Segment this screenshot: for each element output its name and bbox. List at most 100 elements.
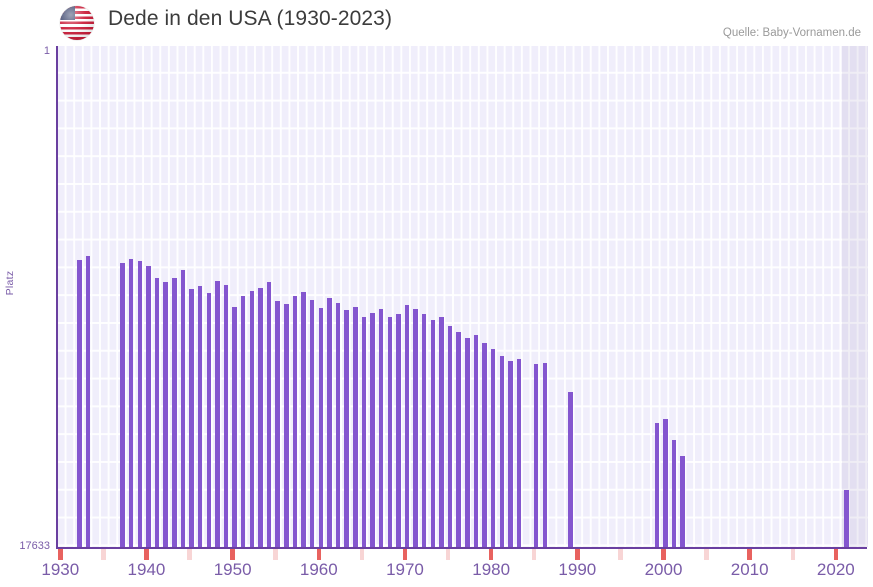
x-axis-tick-1955: [273, 549, 278, 560]
source-label: Quelle: Baby-Vornamen.de: [722, 27, 861, 39]
bar-1951[interactable]: [241, 296, 246, 547]
x-axis-tick-1985: [532, 549, 537, 560]
x-axis-label-2020: 2020: [816, 560, 855, 579]
bar-1989[interactable]: [568, 392, 573, 547]
bar-1933[interactable]: [85, 255, 91, 547]
bar-1937[interactable]: [120, 263, 125, 547]
bar-1952[interactable]: [249, 290, 255, 547]
bar-1938[interactable]: [129, 258, 134, 547]
x-axis-tick-1960: [316, 549, 322, 560]
bar-1976[interactable]: [456, 332, 461, 547]
x-axis-tick-2010: [747, 549, 752, 560]
bar-series: [58, 46, 868, 547]
bar-1971[interactable]: [413, 308, 418, 547]
bar-1963[interactable]: [344, 309, 349, 547]
x-axis-label-1970: 1970: [386, 560, 424, 579]
bar-1966[interactable]: [370, 313, 375, 547]
bar-1980[interactable]: [490, 349, 496, 547]
bar-1946[interactable]: [197, 285, 203, 547]
bar-1979[interactable]: [482, 343, 487, 547]
chart-header: Dede in den USA (1930-2023) Quelle: Baby…: [0, 0, 873, 46]
bar-1944[interactable]: [180, 269, 186, 547]
bar-1986[interactable]: [542, 363, 548, 547]
bar-1955[interactable]: [275, 300, 280, 547]
bar-1983[interactable]: [516, 359, 522, 547]
bar-1954[interactable]: [266, 282, 272, 547]
bar-1978[interactable]: [473, 334, 479, 547]
x-axis-tick-2005: [704, 549, 709, 560]
x-axis-tick-1980: [488, 549, 494, 560]
bar-1975[interactable]: [447, 325, 453, 547]
bar-1959[interactable]: [309, 300, 315, 547]
x-axis-tick-1930: [58, 549, 63, 560]
x-axis-label-2000: 2000: [644, 560, 683, 579]
bar-1968[interactable]: [387, 316, 392, 547]
flag-gloss: [60, 6, 94, 40]
bar-1949[interactable]: [223, 284, 229, 547]
x-axis-label-1930: 1930: [41, 560, 80, 579]
x-axis-tick-2015: [790, 549, 795, 560]
bar-1945[interactable]: [189, 288, 194, 547]
bar-1956[interactable]: [284, 304, 289, 547]
bar-1973[interactable]: [430, 320, 436, 547]
bar-1939[interactable]: [137, 260, 143, 547]
x-axis-tick-1995: [618, 549, 623, 560]
bar-1948[interactable]: [215, 281, 220, 547]
bar-1950[interactable]: [232, 306, 237, 547]
bar-1969[interactable]: [396, 313, 401, 547]
y-tick-label-bottom: 17633: [19, 540, 50, 552]
x-axis-tick-1935: [101, 549, 106, 560]
x-axis-label-1940: 1940: [127, 560, 166, 579]
bar-1965[interactable]: [361, 316, 367, 547]
bar-1972[interactable]: [421, 313, 427, 547]
x-axis-label-1990: 1990: [558, 560, 597, 579]
x-axis-tick-1990: [575, 549, 580, 560]
bar-1943[interactable]: [172, 277, 177, 547]
x-axis-tick-2000: [661, 549, 666, 560]
bar-1985[interactable]: [534, 363, 539, 547]
bar-1942[interactable]: [163, 282, 168, 547]
x-axis-labels: 1930 1940 1950 1960 1970 1980 1990 2000 2010 2020: [41, 560, 866, 587]
x-axis-line: [56, 547, 867, 549]
x-axis-label-1980: 1980: [472, 560, 511, 579]
page-title: Dede in den USA (1930-2023): [108, 7, 393, 30]
x-axis-tick-1970: [402, 549, 408, 560]
bar-1958[interactable]: [301, 291, 306, 547]
bar-1961[interactable]: [327, 298, 332, 547]
bar-1999[interactable]: [654, 422, 660, 547]
x-axis-tick-2020: [833, 549, 839, 560]
bar-1982[interactable]: [508, 361, 513, 547]
y-tick-label-top: 1: [43, 45, 50, 57]
plot-area: [56, 46, 868, 547]
bar-1967[interactable]: [378, 308, 384, 547]
x-axis-tick-1945: [187, 549, 192, 560]
bar-1962[interactable]: [335, 303, 341, 547]
bar-1964[interactable]: [353, 306, 358, 547]
bar-1932[interactable]: [77, 259, 82, 547]
x-axis-tick-1950: [230, 549, 235, 560]
bar-1977[interactable]: [465, 338, 470, 547]
bar-1953[interactable]: [258, 288, 263, 547]
bar-1957[interactable]: [292, 296, 298, 547]
us-flag-icon: [60, 6, 94, 40]
x-axis-label-1950: 1950: [213, 560, 252, 579]
y-axis: 1 17633: [0, 45, 56, 552]
bar-1974[interactable]: [439, 317, 444, 547]
bar-1940[interactable]: [146, 266, 151, 547]
x-axis-tick-strip: [56, 549, 866, 560]
x-axis-tick-1965: [359, 549, 365, 560]
bar-1970[interactable]: [404, 304, 410, 547]
x-axis-tick-1940: [144, 549, 149, 560]
x-axis-label-2010: 2010: [730, 560, 769, 579]
bar-1960[interactable]: [318, 307, 324, 547]
bar-2002[interactable]: [680, 456, 685, 547]
bar-2021[interactable]: [844, 489, 849, 547]
bar-1981[interactable]: [499, 355, 504, 547]
bar-1947[interactable]: [206, 293, 212, 547]
bar-2000[interactable]: [663, 418, 668, 547]
x-axis-tick-1975: [445, 549, 451, 560]
y-axis-title: Platz: [4, 270, 16, 296]
bar-1941[interactable]: [154, 278, 160, 547]
bar-2001[interactable]: [671, 440, 677, 547]
x-axis-label-1960: 1960: [299, 560, 338, 579]
